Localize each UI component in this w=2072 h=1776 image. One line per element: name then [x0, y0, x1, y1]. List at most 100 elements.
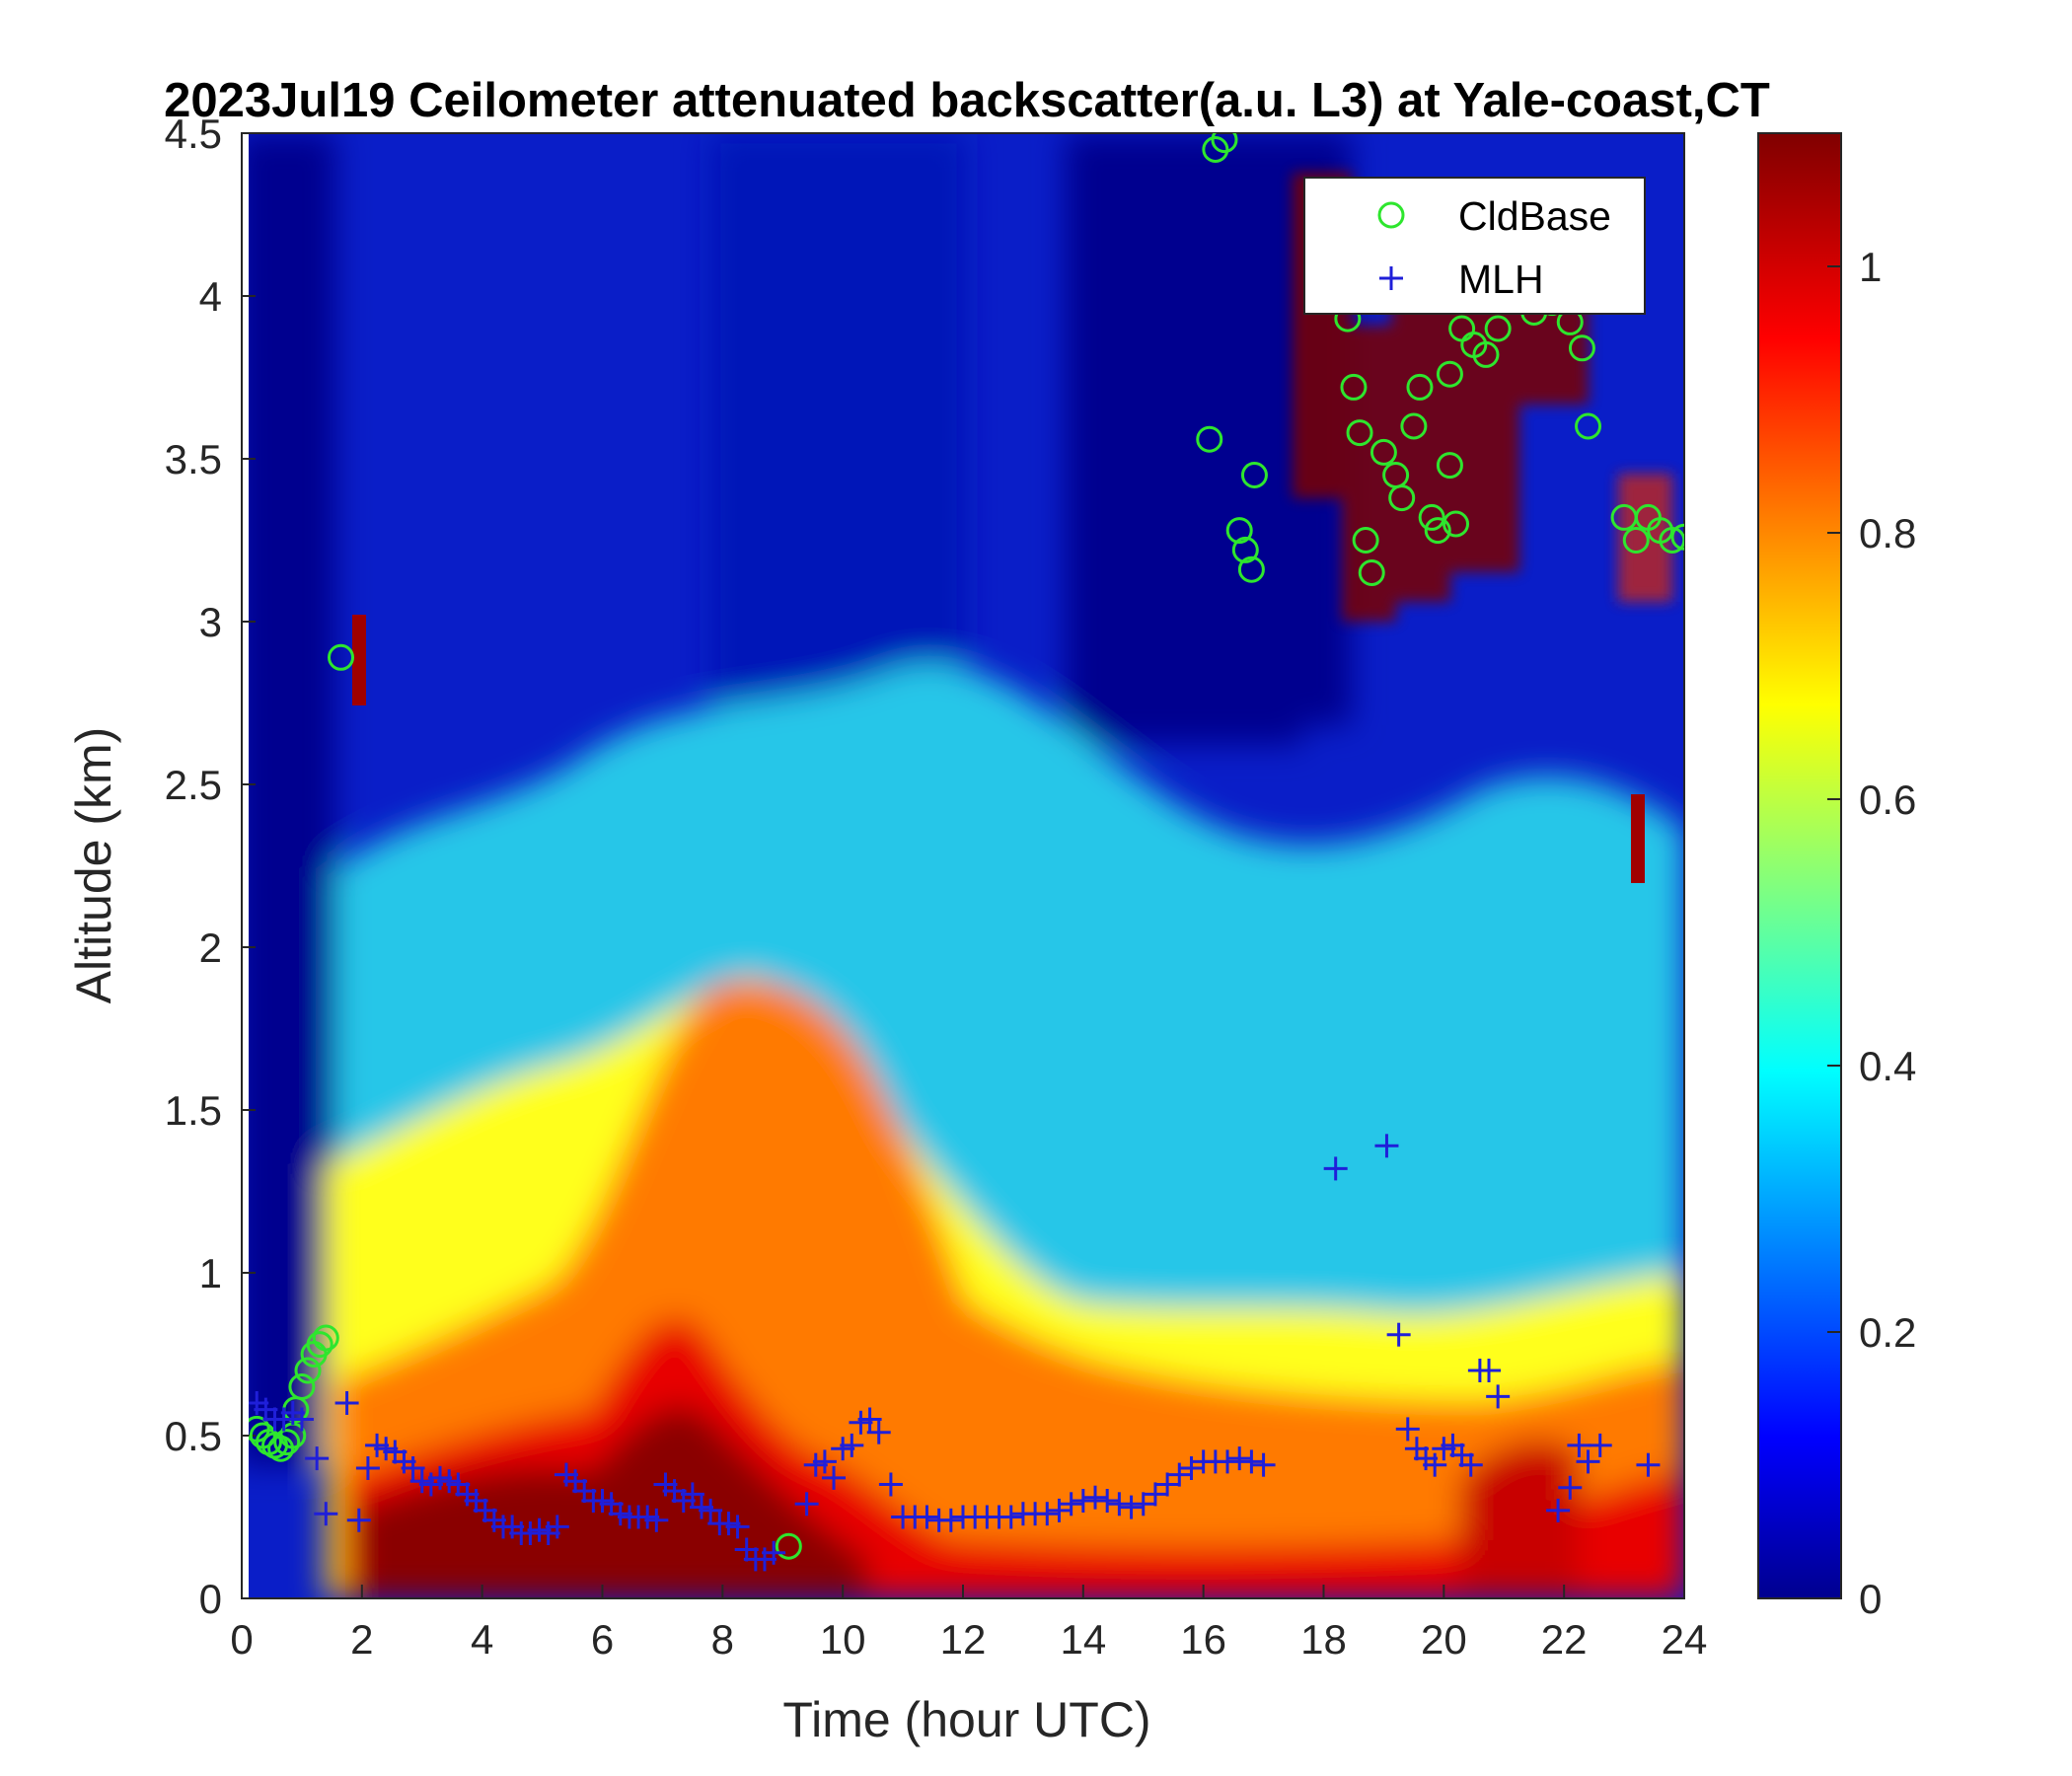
cldbase-point	[1622, 527, 1650, 554]
y-tick-label: 4	[199, 273, 222, 320]
mlh-point	[1374, 1134, 1399, 1158]
x-tick-label: 24	[1662, 1616, 1708, 1663]
mlh-point	[1083, 1485, 1108, 1510]
cldbase-point	[1406, 373, 1434, 401]
mlh-point	[699, 1498, 723, 1522]
mlh-point	[1395, 1417, 1420, 1442]
mlh-point	[401, 1456, 425, 1480]
data-marks	[249, 133, 1684, 1572]
cldbase-point	[775, 1532, 802, 1560]
mlh-point	[822, 1465, 847, 1490]
mlh-point	[1216, 1449, 1240, 1474]
x-axis-title: Time (hour UTC)	[782, 1692, 1150, 1747]
cldbase-point	[1484, 315, 1512, 342]
cldbase-point	[288, 1373, 316, 1400]
y-tick-label: 2	[199, 925, 222, 971]
cldbase-point	[1202, 136, 1229, 163]
cldbase-point	[1568, 334, 1595, 362]
mlh-point	[346, 1508, 371, 1532]
mlh-point	[857, 1407, 882, 1432]
mlh-point	[1035, 1502, 1060, 1526]
mlh-point	[1239, 1449, 1264, 1474]
colorbar-tick-label: 0.6	[1859, 777, 1916, 823]
mlh-point	[878, 1472, 903, 1497]
mlh-point	[762, 1540, 786, 1565]
x-tick-label: 10	[820, 1616, 866, 1663]
mlh-point	[1167, 1462, 1192, 1487]
mlh-point	[1588, 1433, 1612, 1457]
mlh-point	[334, 1391, 359, 1415]
colorbar-gradient	[1758, 133, 1841, 1598]
mlh-point	[644, 1508, 669, 1532]
colorbar-tick-label: 0.4	[1859, 1043, 1916, 1089]
mlh-point	[1636, 1452, 1661, 1477]
mlh-point	[289, 1407, 314, 1432]
x-tick-label: 14	[1060, 1616, 1106, 1663]
y-tick-label: 4.5	[165, 111, 222, 157]
cldbase-point	[1436, 360, 1463, 388]
cldbase-point	[1472, 340, 1500, 368]
mlh-point	[1047, 1498, 1072, 1522]
mlh-point	[1558, 1475, 1583, 1500]
cldbase-point	[1231, 536, 1259, 563]
cldbase-point	[312, 1324, 339, 1352]
mlh-point	[1251, 1452, 1276, 1477]
cldbase-point	[1424, 517, 1451, 545]
mlh-point	[1143, 1482, 1167, 1507]
mlh-point	[866, 1420, 891, 1444]
cldbase-point	[1196, 425, 1223, 453]
x-tick-label: 0	[230, 1616, 253, 1663]
y-axis-title: Altitude (km)	[66, 727, 121, 1004]
cldbase-point	[1225, 517, 1253, 545]
cldbase-point	[294, 1357, 322, 1384]
x-tick-label: 4	[471, 1616, 493, 1663]
mlh-point	[1477, 1359, 1502, 1382]
mlh-point	[1576, 1449, 1600, 1474]
mlh-point	[1546, 1498, 1571, 1522]
cldbase-point	[1418, 503, 1445, 531]
mlh-point	[725, 1515, 750, 1539]
cldbase-point	[1436, 452, 1463, 480]
x-tick-label: 6	[591, 1616, 614, 1663]
mlh-point	[1227, 1446, 1252, 1471]
y-tick-label: 2.5	[165, 762, 222, 808]
mlh-point	[812, 1449, 837, 1474]
mlh-point	[1486, 1384, 1511, 1409]
mlh-point	[1423, 1452, 1447, 1477]
x-tick-label: 20	[1421, 1616, 1467, 1663]
x-tick-label: 2	[350, 1616, 373, 1663]
cldbase-point	[1352, 527, 1379, 554]
colorbar: 0 0.2 0.4 0.6 0.8 1	[1757, 132, 1916, 1622]
cldbase-point	[1443, 510, 1470, 538]
y-tick-label: 0	[199, 1576, 222, 1622]
cldbase-point	[273, 1429, 301, 1456]
mlh-point	[1131, 1492, 1155, 1517]
mlh-point	[1071, 1489, 1095, 1513]
colorbar-tick-label: 0.8	[1859, 510, 1916, 556]
mlh-point	[1155, 1472, 1180, 1497]
cldbase-point	[1240, 462, 1268, 488]
colorbar-frame	[1757, 132, 1842, 1599]
mlh-point	[915, 1505, 939, 1529]
mlh-point	[680, 1482, 704, 1507]
cldbase-point	[1237, 555, 1265, 583]
cldbase-point	[1400, 412, 1428, 440]
legend-box	[1303, 177, 1646, 315]
y-tick-label: 3.5	[165, 436, 222, 482]
mlh-point	[1179, 1456, 1204, 1480]
mlh-point	[545, 1515, 569, 1539]
cldbase-point	[1659, 527, 1684, 554]
mlh-point	[938, 1508, 963, 1532]
mlh-point	[1059, 1492, 1083, 1517]
cldbase-point	[306, 1331, 333, 1359]
backscatter-heatmap	[249, 133, 1684, 1598]
x-tick-label: 12	[940, 1616, 987, 1663]
mlh-point	[1386, 1322, 1411, 1347]
legend: CldBase MLH	[1303, 177, 1646, 315]
cldbase-point	[1358, 559, 1385, 586]
legend-cldbase-label: CldBase	[1458, 193, 1611, 239]
x-tick-label: 18	[1300, 1616, 1347, 1663]
mlh-point	[1095, 1489, 1120, 1513]
colorbar-tick-label: 1	[1859, 244, 1882, 290]
mlh-point	[1458, 1452, 1483, 1477]
